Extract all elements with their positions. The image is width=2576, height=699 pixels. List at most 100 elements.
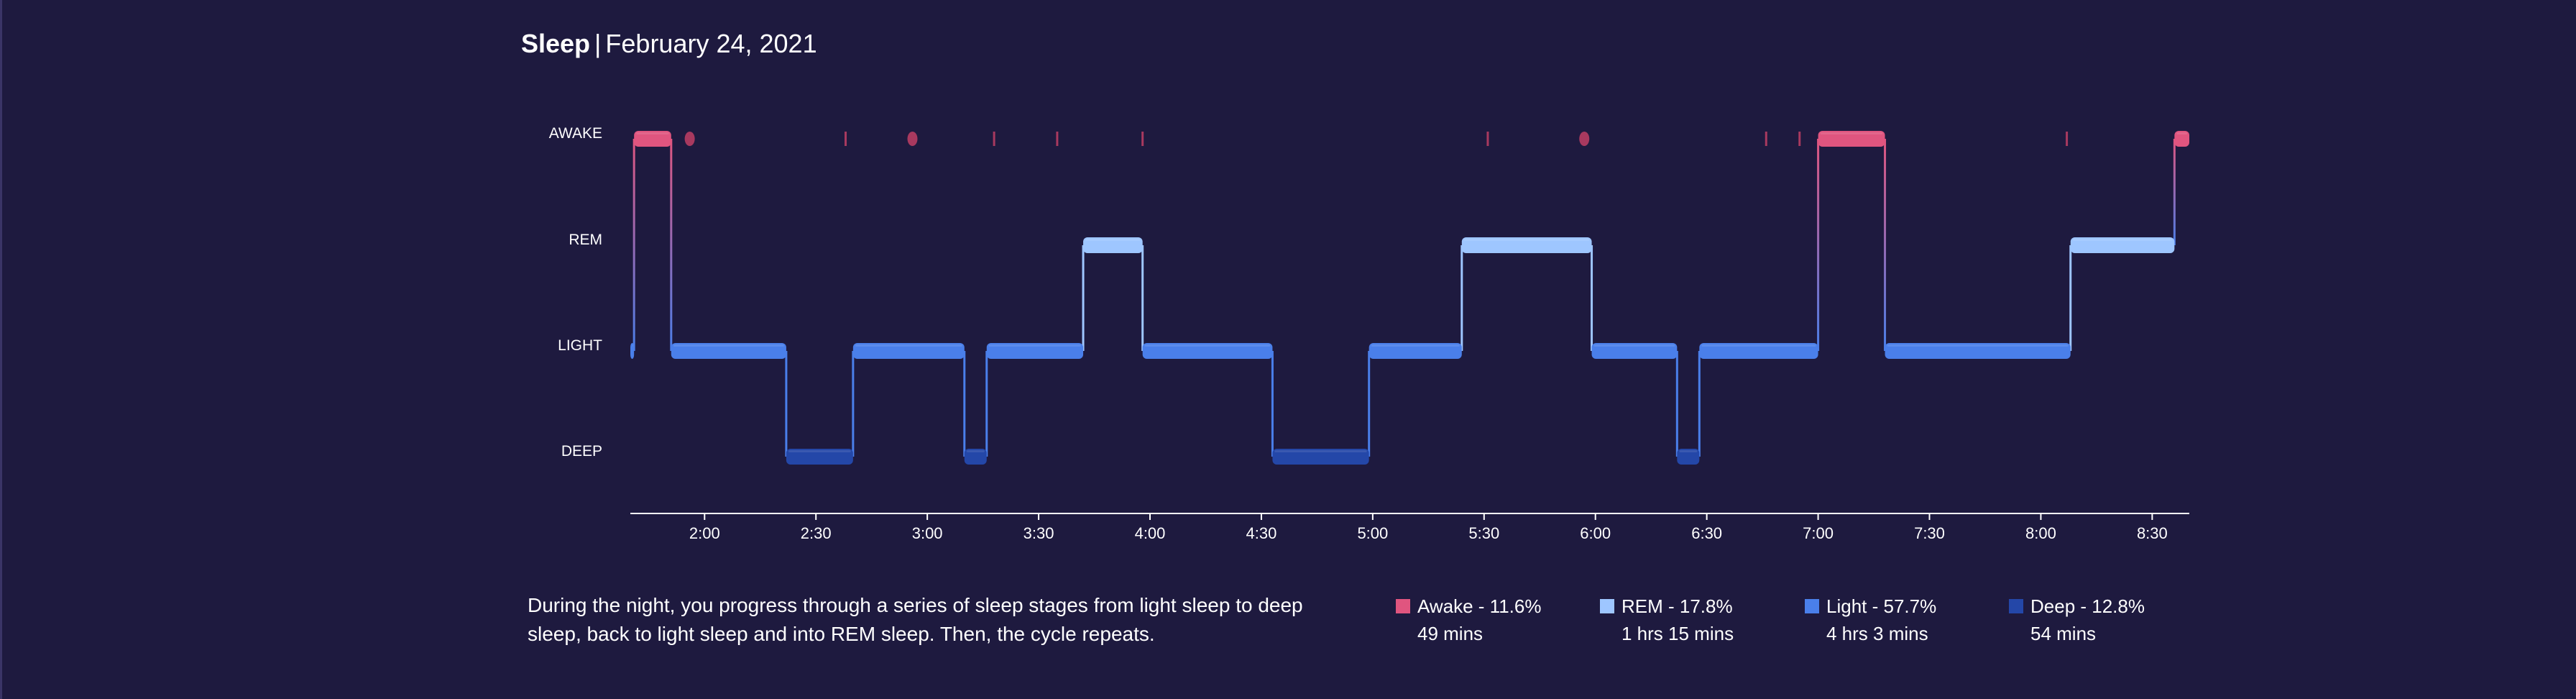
transition-line [1675,351,1678,457]
stage-bar-light [1699,343,1818,359]
stage-bar-light [1142,343,1273,359]
x-tick-label: 3:00 [912,524,943,542]
stage-bar-light [630,343,635,359]
legend-deep-label: Deep - 12.8% [2030,595,2145,617]
stage-bar-highlight [1679,450,1698,452]
stage-bar-highlight [1701,344,1816,347]
transition-line [1884,139,1887,351]
transition-line [1271,351,1274,457]
awake-blip-tick [993,132,995,146]
awake-blip-tick [1798,132,1801,146]
stage-bar-highlight [1274,450,1367,452]
stage-bar-highlight [1887,344,2069,347]
transition-line [1817,139,1820,351]
stage-bar-deep [1677,449,1700,465]
x-tick-label: 8:30 [2137,524,2168,542]
stage-bar-highlight [1593,344,1675,347]
stage-bar-highlight [673,344,784,347]
legend-awake-duration: 49 mins [1417,623,1484,644]
stage-bar-light [1368,343,1462,359]
page-title: Sleep | February 24, 2021 [521,26,817,62]
light-swatch [1805,599,1819,613]
transition-line [670,139,673,351]
transition-line [785,351,788,457]
title-label: Sleep [521,29,591,58]
stage-label-light: LIGHT [558,337,602,354]
awake-swatch [1396,599,1410,613]
stage-bar-light [671,343,786,359]
transition-line [1591,245,1593,351]
awake-blip-tick [1056,132,1059,146]
x-tick-label: 7:00 [1803,524,1834,542]
window-left-edge [0,0,2,699]
stage-transitions [632,139,2176,457]
stage-label-deep: DEEP [561,443,602,460]
stage-bar-highlight [1820,132,1883,134]
stage-bar-deep [1272,449,1369,465]
stage-bar-light [1591,343,1678,359]
stage-bar-light [986,343,1084,359]
stage-bar-highlight [2072,239,2173,241]
stage-bar-highlight [788,450,851,452]
stage-bar-highlight [988,344,1082,347]
stage-label-awake: AWAKE [549,125,602,142]
stage-label-rem: REM [569,232,602,248]
transition-line [632,139,635,351]
transition-line [1460,245,1463,351]
x-tick-label: 6:30 [1691,524,1722,542]
awake-blip-dot [1579,132,1590,146]
stage-bar-highlight [1144,344,1271,347]
x-tick-label: 4:00 [1135,524,1166,542]
x-tick-label: 7:30 [1914,524,1945,542]
awake-blip-tick [845,132,847,146]
stage-bar-rem [2070,237,2175,253]
title-separator: | [594,29,602,58]
awake-blip-tick [1486,132,1489,146]
x-tick-label: 4:30 [1246,524,1277,542]
sleep-description: During the night, you progress through a… [528,594,1303,645]
legend-light-label: Light - 57.7% [1826,595,1937,617]
x-tick-label: 6:00 [1580,524,1611,542]
stage-bar-light [852,343,965,359]
x-axis: 2:00 2:30 3:00 3:30 4:00 4:30 5:00 5:30 6:00 6:30… [630,513,2189,542]
transition-line [2069,245,2072,351]
deep-swatch [2009,599,2023,613]
stage-bar-highlight [855,344,962,347]
x-tick-label: 5:30 [1468,524,1499,542]
awake-blip-tick [2066,132,2069,146]
awake-blip-dot [684,132,695,146]
stage-bar-highlight [2176,132,2187,134]
x-tick-label: 2:00 [689,524,720,542]
transition-line [852,351,855,457]
awake-blips [684,132,2069,146]
legend-rem-label: REM - 17.8% [1622,595,1733,617]
stage-bar-light [1885,343,2071,359]
stage-bar-rem [1461,237,1592,253]
sleep-stages-chart: AWAKE REM LIGHT DEEP 2:00 2:30 3:00 3:30 4:00 4:… [549,125,2189,542]
transition-line [1082,245,1085,351]
title-date: February 24, 2021 [605,29,817,58]
stage-bar-deep [964,449,987,465]
stage-bar-highlight [1371,344,1460,347]
stage-bar-rem [1083,237,1143,253]
x-tick-label: 5:00 [1357,524,1388,542]
legend-deep-duration: 54 mins [2030,623,2097,644]
stage-labels: AWAKE REM LIGHT DEEP [549,125,602,460]
stage-bar-highlight [966,450,985,452]
stage-bar-awake [2174,131,2189,147]
transition-line [963,351,966,457]
awake-blip-tick [1765,132,1767,146]
legend-light-duration: 4 hrs 3 mins [1826,623,1928,644]
legend-awake-label: Awake - 11.6% [1417,595,1542,617]
transition-line [1698,351,1701,457]
awake-blip-dot [907,132,918,146]
stage-bar-highlight [1085,239,1141,241]
transition-line [1141,245,1144,351]
transition-line [2173,139,2176,245]
rem-swatch [1600,599,1614,613]
stage-bar-highlight [636,132,669,134]
x-tick-label: 2:30 [801,524,832,542]
transition-line [985,351,988,457]
stage-bar-highlight [1463,239,1590,241]
transition-line [1368,351,1371,457]
